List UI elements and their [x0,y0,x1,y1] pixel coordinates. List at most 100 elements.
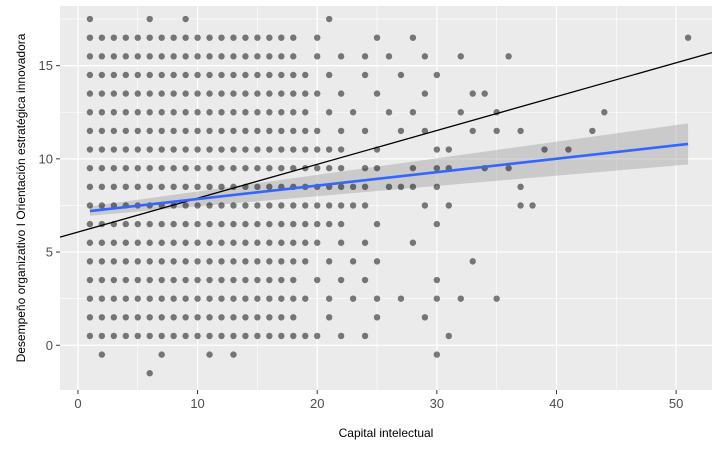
scatter-point [206,109,213,116]
scatter-point [290,34,297,41]
scatter-point [278,90,285,97]
scatter-point [230,332,237,340]
scatter-point [266,127,273,135]
scatter-point [266,183,273,191]
scatter-point [290,220,297,228]
scatter-point [469,127,476,135]
scatter-point [122,127,129,135]
scatter-point [230,146,237,153]
scatter-point [218,109,225,116]
scatter-point [290,276,297,284]
scatter-point [242,90,249,97]
scatter-point [230,314,237,321]
scatter-point [158,314,165,321]
scatter-point [325,109,333,116]
smooth-fit-line [89,142,689,213]
scatter-point [242,332,249,340]
scatter-point [337,239,345,246]
scatter-point [493,295,500,302]
scatter-point [98,127,106,135]
scatter-point [170,34,177,41]
scatter-point [373,314,381,321]
scatter-point [170,164,177,172]
scatter-point [254,71,261,79]
scatter-point [457,295,464,302]
scatter-point [302,127,309,135]
scatter-point [218,164,225,172]
y-tick-label: 10 [39,151,53,166]
scatter-point [86,71,94,79]
scatter-point [373,90,381,97]
scatter-point [194,53,201,60]
scatter-point [433,146,441,153]
reference-line [59,51,713,238]
scatter-point [182,332,189,340]
scatter-point [314,34,321,41]
x-tick-label: 10 [190,396,204,411]
scatter-point [290,295,297,302]
scatter-point [206,295,213,302]
scatter-point [218,53,225,60]
scatter-point [266,314,273,321]
scatter-point [122,332,129,340]
scatter-point [314,90,321,97]
scatter-point [86,164,94,172]
scatter-point [110,34,118,41]
scatter-point [134,314,141,321]
scatter-point [98,34,106,41]
scatter-point [266,164,273,172]
scatter-point [397,71,405,79]
scatter-point [110,183,118,191]
scatter-point [98,90,106,97]
scatter-point [218,71,225,79]
scatter-point [110,239,118,246]
scatter-point [158,258,165,265]
scatter-point [170,258,177,265]
scatter-point [182,109,189,116]
scatter-point [266,332,273,340]
scatter-point [254,34,261,41]
scatter-point [218,332,225,340]
scatter-point [218,183,225,191]
scatter-point [134,146,141,153]
scatter-point [325,314,333,321]
scatter-point [433,220,441,228]
scatter-point [290,202,297,209]
scatter-point [254,53,261,60]
scatter-point [325,146,333,153]
scatter-point [182,202,189,209]
scatter-point [230,109,237,116]
scatter-point [98,239,106,246]
scatter-point [397,183,405,191]
scatter-point [206,202,213,209]
scatter-point [134,258,141,265]
scatter-point [110,164,118,172]
scatter-point [182,90,189,97]
scatter-point [134,276,141,284]
scatter-point [421,202,429,209]
scatter-point [302,295,309,302]
scatter-point [290,164,297,172]
scatter-point [278,239,285,246]
scatter-point [481,90,488,97]
scatter-point [325,15,333,23]
scatter-point [194,220,201,228]
scatter-point [170,295,177,302]
y-axis-ticks: 0 5 10 15 [39,58,60,353]
scatter-point [505,164,512,172]
scatter-point [194,109,201,116]
scatter-point [230,34,237,41]
scatter-point [302,146,309,153]
scatter-point [170,146,177,153]
scatter-point [278,34,285,41]
scatter-point [601,109,608,116]
scatter-point [433,164,441,172]
scatter-point [206,53,213,60]
scatter-point [206,258,213,265]
scatter-point [230,53,237,60]
scatter-point [110,71,118,79]
scatter-point [242,53,249,60]
scatter-point [194,332,201,340]
scatter-point [218,239,225,246]
scatter-point [254,127,261,135]
